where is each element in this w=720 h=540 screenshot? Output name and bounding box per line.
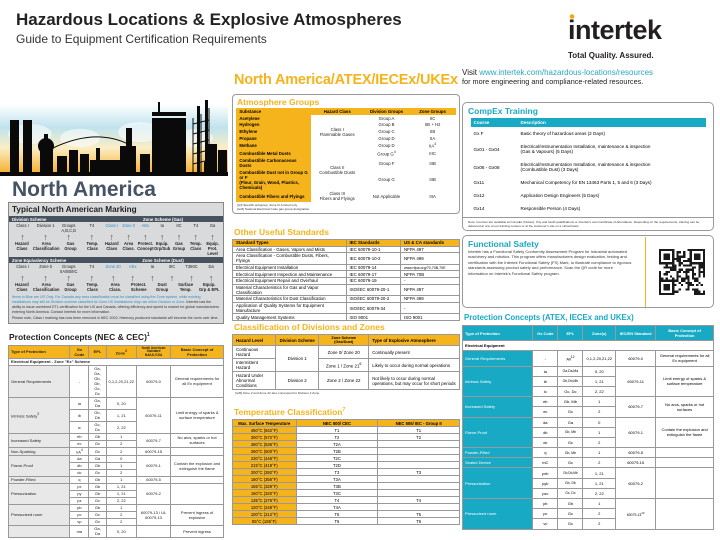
svg-text:intertek: intertek bbox=[568, 15, 663, 44]
